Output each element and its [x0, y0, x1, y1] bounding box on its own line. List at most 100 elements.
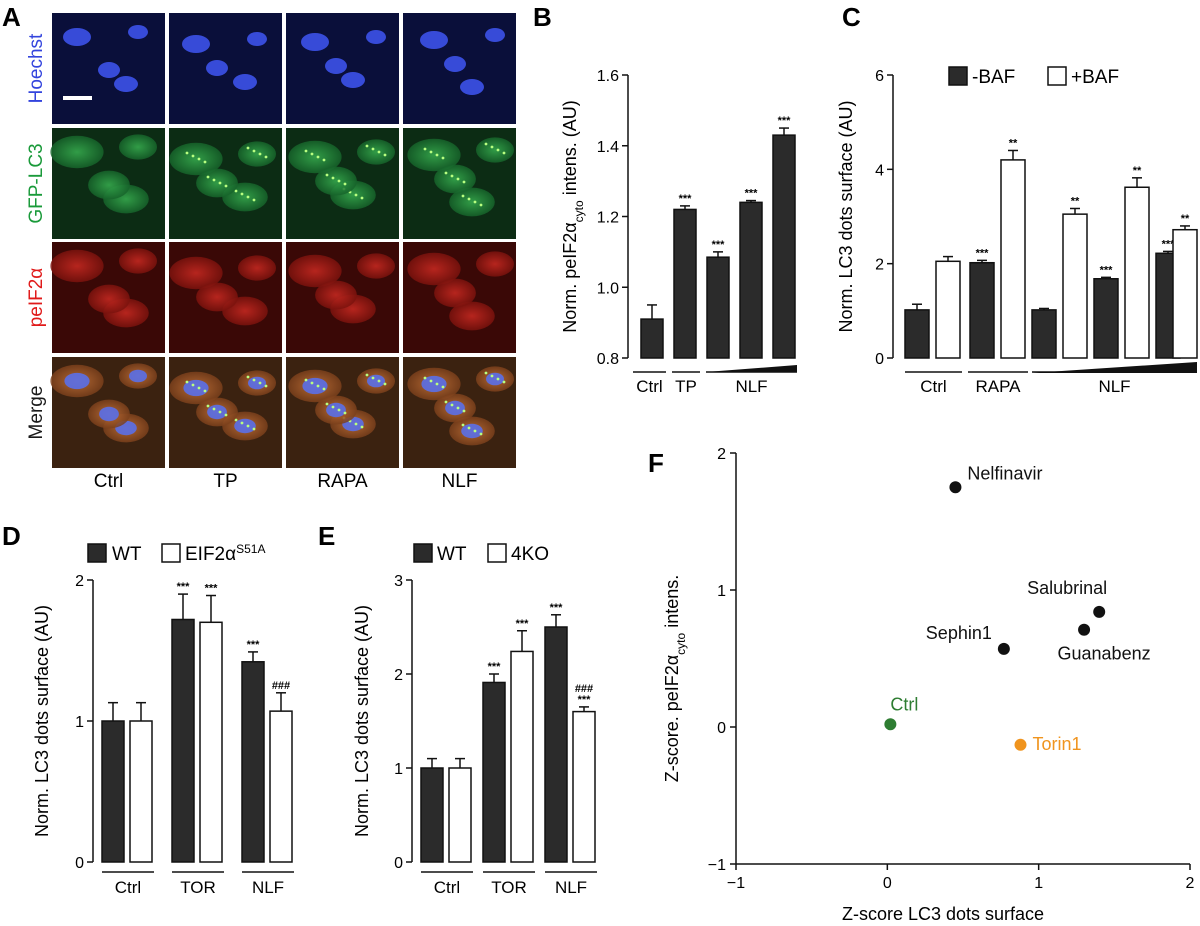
lc3-dot	[203, 389, 207, 393]
cell-body	[50, 249, 104, 283]
cell-body	[357, 139, 395, 165]
lc3-dot	[325, 173, 329, 177]
lc3-dot	[360, 196, 364, 200]
lc3-dot	[502, 380, 506, 384]
lc3-dot	[337, 179, 341, 183]
group-label: Ctrl	[434, 878, 460, 897]
significance-label: ***	[1162, 238, 1176, 250]
legend-swatch	[161, 543, 181, 563]
x-tick-label: 2	[1186, 875, 1195, 892]
scatter-point	[1078, 623, 1091, 636]
bar	[482, 681, 506, 863]
lc3-dot	[252, 378, 256, 382]
lc3-dot	[462, 180, 466, 184]
lc3-dot	[191, 383, 195, 387]
lc3-dot	[212, 407, 216, 411]
lc3-dot	[258, 381, 262, 385]
micrograph-green-nlf	[403, 128, 516, 239]
scatter-point	[884, 718, 897, 731]
nucleus	[444, 56, 466, 72]
micrograph-green-ctrl	[50, 128, 165, 239]
significance-label: **	[1133, 165, 1142, 177]
significance-label: ***	[516, 618, 530, 630]
bar	[171, 618, 195, 863]
significance-label: **	[1009, 137, 1018, 149]
lc3-dot	[365, 373, 369, 377]
lc3-dot	[462, 409, 466, 413]
point-label: Torin1	[1033, 734, 1082, 754]
bar	[1062, 213, 1088, 359]
cell-body	[119, 134, 157, 160]
bar	[510, 650, 534, 863]
cell-body	[169, 256, 223, 290]
nucleus	[486, 372, 504, 386]
lc3-dot	[343, 182, 347, 186]
lc3-dot	[218, 410, 222, 414]
lc3-dot	[461, 423, 465, 427]
cell-body	[315, 280, 357, 310]
micrograph-blue-tp	[169, 13, 282, 124]
group-label: TOR	[180, 878, 216, 897]
dose-wedge	[1032, 362, 1197, 373]
lc3-dot	[444, 171, 448, 175]
micrograph-green-rapa	[286, 128, 399, 239]
group-label: NLF	[252, 878, 284, 897]
bar	[241, 661, 265, 863]
lc3-dot	[246, 375, 250, 379]
lc3-dot	[224, 184, 228, 188]
significance-label: ***	[488, 661, 502, 673]
legend-label: EIF2αS51A	[185, 542, 265, 565]
lc3-dot	[343, 411, 347, 415]
legend-swatch	[487, 543, 507, 563]
micrograph-green-tp	[169, 128, 282, 239]
lc3-dot	[240, 421, 244, 425]
legend-label: +BAF	[1071, 67, 1119, 88]
nucleus	[485, 28, 505, 42]
cell-body	[357, 253, 395, 279]
significance-label: ###	[575, 683, 593, 695]
nucleus	[421, 375, 447, 393]
lc3-dot	[435, 382, 439, 386]
cell-body	[476, 137, 514, 163]
lc3-dot	[473, 200, 477, 204]
y-tick-label: 2	[394, 667, 403, 684]
x-axis-title: Z-score LC3 dots surface	[842, 904, 1044, 924]
legend-label-super: S51A	[236, 542, 265, 556]
cell-body	[88, 170, 130, 200]
y-tick-label: 2	[717, 446, 726, 463]
y-tick-label: 2	[875, 257, 884, 274]
dose-wedge	[706, 365, 797, 372]
y-tick-label: 1	[717, 583, 726, 600]
cell-body	[169, 142, 223, 176]
bar-chart-b: 0.8 1.0 1.2 1.4 1.6 Norm. peIF2αcyto intens. …	[560, 68, 797, 396]
y-tick-label: 1.2	[597, 210, 619, 227]
scatter-point	[1093, 605, 1106, 618]
lc3-dot	[264, 384, 268, 388]
bar	[1093, 278, 1119, 359]
group-label: TP	[675, 377, 697, 396]
y-axis-title: Norm. peIF2αcyto intens. (AU)	[560, 100, 586, 332]
nucleus	[129, 369, 147, 383]
lc3-dot	[206, 404, 210, 408]
nucleus	[98, 62, 120, 78]
bar	[739, 201, 763, 359]
column-label-nlf: NLF	[442, 471, 478, 492]
significance-label: ***	[177, 581, 191, 593]
lc3-dot	[197, 386, 201, 390]
micrograph-panel: Hoechst GFP-LC3 peIF2α Merge Ctrl TP RAPA NLF	[26, 13, 516, 492]
lc3-dot	[444, 400, 448, 404]
significance-label: ***	[976, 247, 990, 259]
y-tick-label: −1	[708, 857, 726, 874]
bar	[772, 134, 796, 359]
lc3-dot	[502, 151, 506, 155]
lc3-dot	[490, 374, 494, 378]
lc3-dot	[331, 176, 335, 180]
lc3-dot	[316, 384, 320, 388]
cell-body	[449, 301, 495, 331]
group-label: NLF	[1098, 377, 1130, 396]
lc3-dot	[423, 376, 427, 380]
nucleus	[367, 374, 385, 388]
micrograph-red-tp	[169, 242, 282, 353]
panel-label-b: B	[533, 2, 552, 32]
